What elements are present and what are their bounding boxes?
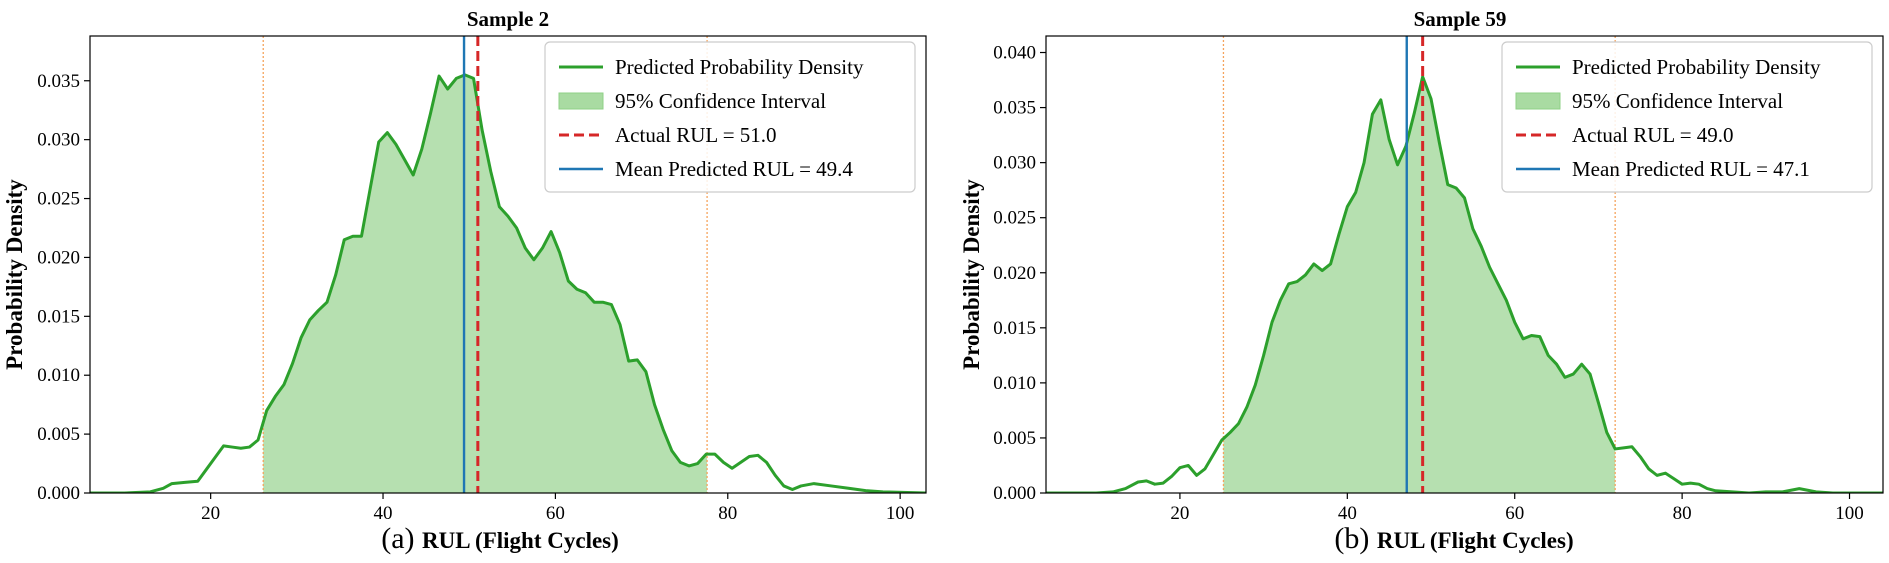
x-axis-title: RUL (Flight Cycles) [422, 528, 619, 553]
y-tick-label: 0.035 [37, 71, 80, 92]
panel-a: 20 40 60 80 100 0.000 0.005 0.010 0.015 0.020 0.02… [2, 7, 927, 555]
x-tick-label: 40 [374, 503, 393, 524]
legend-box [544, 41, 916, 193]
y-tick-label: 0.020 [37, 247, 80, 268]
y-tick-label: 0.015 [37, 306, 80, 327]
density-curve [1046, 75, 1883, 493]
confidence-interval-area [1223, 76, 1616, 493]
legend-entry-label: Predicted Probability Density [615, 55, 864, 79]
x-axis-label: (a) RUL (Flight Cycles) [381, 522, 619, 555]
panel-b: 20 40 60 80 100 0.000 0.005 0.010 0.015 0.020 0.02… [959, 7, 1884, 555]
x-tick-label: 100 [1835, 503, 1864, 524]
y-axis-label: Probability Density [959, 179, 984, 370]
legend: Predicted Probability Density 95% Confide… [544, 41, 916, 193]
legend-entry-label: 95% Confidence Interval [615, 89, 826, 113]
chart-title: Sample 2 [467, 7, 549, 31]
x-axis-label: (b) RUL (Flight Cycles) [1334, 522, 1573, 555]
caption-prefix: (a) [381, 522, 414, 555]
x-tick-label: 80 [718, 503, 737, 524]
caption-prefix: (b) [1334, 522, 1369, 555]
y-axis-label: Probability Density [2, 179, 27, 370]
legend-entry-label: Mean Predicted RUL = 47.1 [1572, 157, 1810, 181]
y-tick-label: 0.025 [37, 189, 80, 210]
y-tick-label: 0.010 [993, 373, 1036, 394]
legend-box [1501, 41, 1873, 193]
x-axis-title: RUL (Flight Cycles) [1377, 528, 1574, 553]
x-tick-label: 80 [1673, 503, 1692, 524]
y-tick-label: 0.040 [993, 43, 1036, 64]
y-tick-label: 0.000 [993, 483, 1036, 504]
y-tick-label: 0.015 [993, 318, 1036, 339]
legend-entry-label: Predicted Probability Density [1572, 55, 1821, 79]
legend-entry-label: Actual RUL = 51.0 [615, 123, 777, 147]
density-curve [90, 73, 926, 493]
y-tick-label: 0.020 [993, 263, 1036, 284]
y-tick-label: 0.025 [993, 208, 1036, 229]
legend-entry-label: Mean Predicted RUL = 49.4 [615, 157, 853, 181]
y-tick-label: 0.005 [37, 424, 80, 445]
plot-area [90, 36, 926, 493]
y-tick-label: 0.035 [993, 98, 1036, 119]
y-tick-label: 0.005 [993, 428, 1036, 449]
legend-ci-swatch [1515, 92, 1561, 110]
axes-frame [89, 35, 927, 494]
x-tick-label: 20 [1170, 503, 1189, 524]
y-tick-label: 0.030 [37, 130, 80, 151]
chart-title: Sample 59 [1414, 7, 1507, 31]
x-tick-label: 100 [886, 503, 915, 524]
x-tick-label: 60 [1505, 503, 1524, 524]
legend-entry-label: Actual RUL = 49.0 [1572, 123, 1734, 147]
y-tick-label: 0.010 [37, 365, 80, 386]
x-tick-label: 40 [1338, 503, 1357, 524]
axes-frame [1045, 35, 1884, 494]
x-tick-label: 60 [546, 503, 565, 524]
y-tick-label: 0.000 [37, 483, 80, 504]
legend-ci-swatch [558, 92, 604, 110]
legend: Predicted Probability Density 95% Confide… [1501, 41, 1873, 193]
confidence-interval-area [263, 74, 708, 493]
x-tick-label: 20 [201, 503, 220, 524]
legend-entry-label: 95% Confidence Interval [1572, 89, 1783, 113]
y-tick-label: 0.030 [993, 153, 1036, 174]
